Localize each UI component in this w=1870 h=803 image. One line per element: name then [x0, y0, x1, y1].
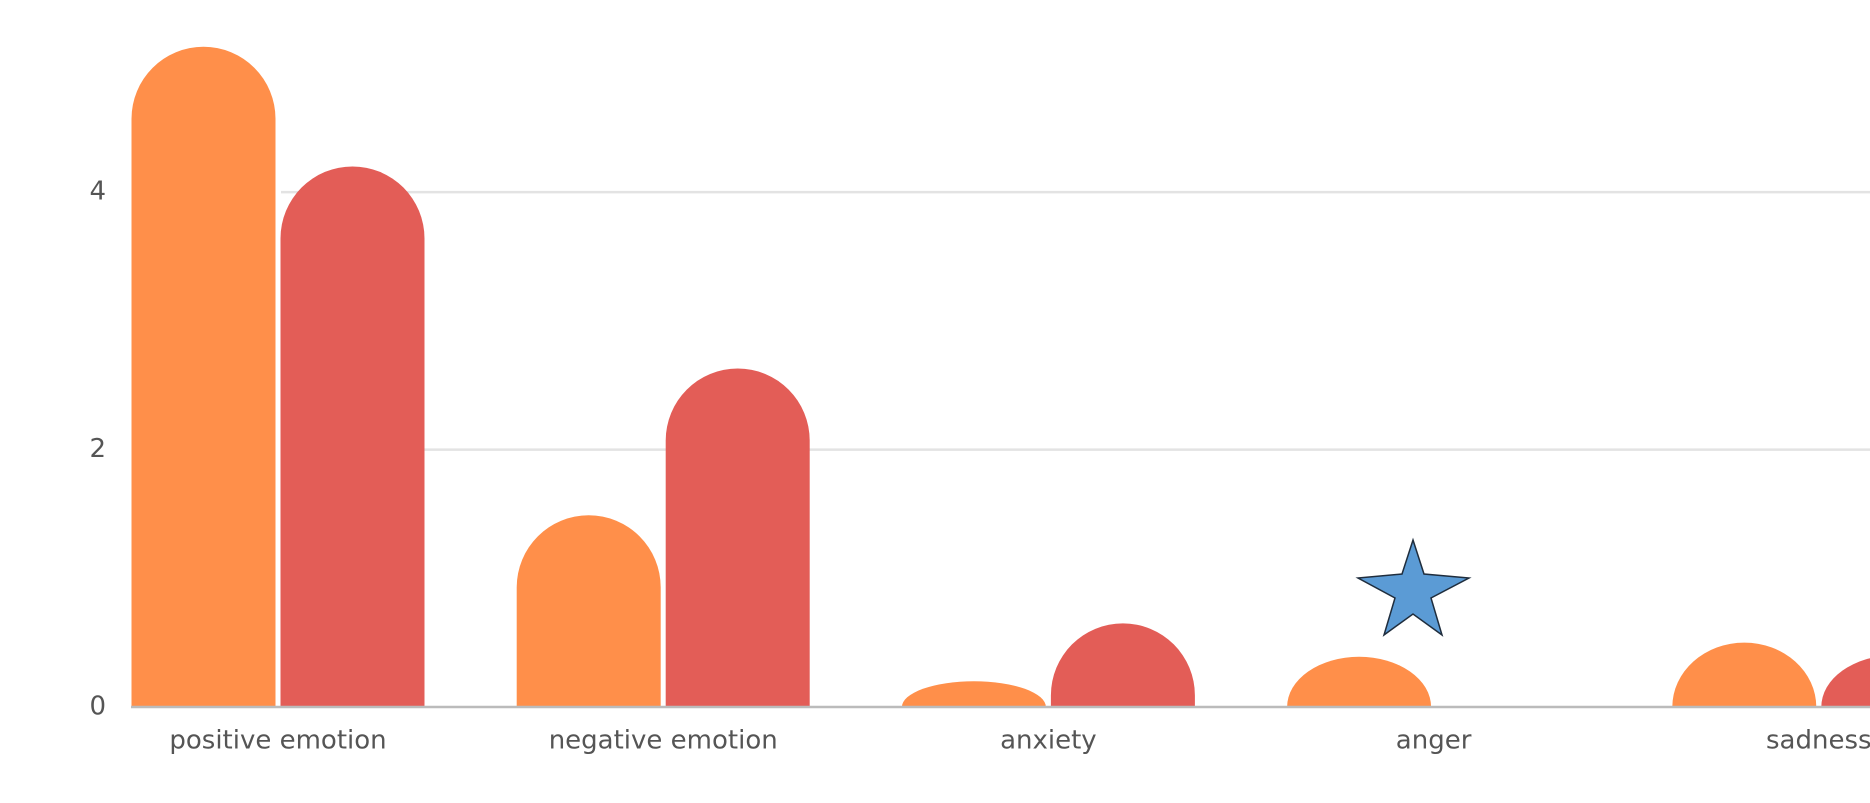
y-tick-label: 4 [89, 177, 106, 207]
y-tick-label: 0 [89, 692, 106, 722]
star-marker [1355, 537, 1472, 637]
bar [516, 515, 661, 707]
bar [131, 46, 276, 708]
x-tick-label: anger [1396, 726, 1472, 756]
x-tick-label: sadness [1766, 726, 1870, 756]
bar [665, 368, 810, 707]
bar [1821, 658, 1870, 707]
bar [1672, 642, 1817, 707]
y-tick-label: 2 [89, 434, 106, 464]
bar [901, 681, 1046, 707]
bar [280, 166, 425, 707]
x-tick-label: positive emotion [169, 726, 386, 756]
x-tick-label: negative emotion [549, 726, 778, 756]
x-tick-label: anxiety [1000, 726, 1097, 756]
bar [1287, 656, 1432, 707]
bar [1050, 623, 1195, 707]
